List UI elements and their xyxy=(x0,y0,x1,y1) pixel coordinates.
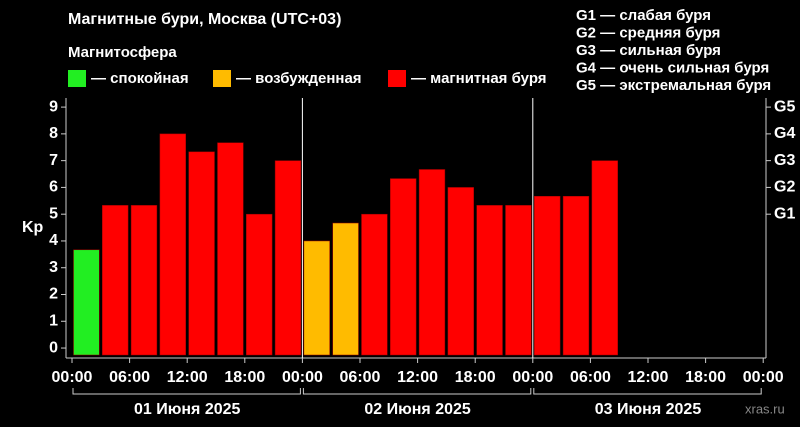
bar xyxy=(332,222,359,356)
bar xyxy=(274,160,302,356)
bar xyxy=(476,205,503,356)
y-tick-label: 1 xyxy=(49,312,58,329)
bar xyxy=(73,249,100,356)
storm-scale-item: G4 — очень сильная буря xyxy=(576,59,769,76)
y-tick-label: 2 xyxy=(49,286,58,303)
bar xyxy=(130,205,158,356)
y-tick-label: 5 xyxy=(49,205,58,222)
x-tick-label: 12:00 xyxy=(167,369,208,386)
y-tick-label: 7 xyxy=(49,152,58,169)
legend-label: — магнитная буря xyxy=(411,70,547,87)
bar xyxy=(505,205,532,356)
legend-label: — спокойная xyxy=(91,70,189,87)
legend-swatch xyxy=(388,70,406,87)
day-bracket xyxy=(302,388,532,395)
y-tick-label: 4 xyxy=(49,232,58,249)
x-tick-label: 00:00 xyxy=(512,369,553,386)
x-tick-label: 12:00 xyxy=(397,369,438,386)
storm-scale-item: G3 — сильная буря xyxy=(576,42,721,59)
day-bracket xyxy=(72,388,301,395)
bar xyxy=(102,205,129,356)
subtitle: Магнитосфера xyxy=(68,44,177,61)
bar xyxy=(246,213,273,356)
x-tick-label: 00:00 xyxy=(52,369,93,386)
bar xyxy=(418,169,446,356)
storm-scale-item: G5 — экстремальная буря xyxy=(576,77,771,94)
bar xyxy=(534,195,561,356)
y2-tick-label: G5 xyxy=(774,98,795,115)
x-tick-label: 18:00 xyxy=(455,369,496,386)
x-tick-label: 18:00 xyxy=(224,369,265,386)
x-tick-label: 06:00 xyxy=(109,369,150,386)
day-bracket xyxy=(533,388,762,395)
legend-swatch xyxy=(213,70,231,87)
legend-swatch xyxy=(68,70,86,87)
x-tick-label: 18:00 xyxy=(685,369,726,386)
x-tick-label: 00:00 xyxy=(743,369,784,386)
bar xyxy=(390,178,417,356)
source: xras.ru xyxy=(745,401,785,416)
bar xyxy=(562,195,590,356)
bar xyxy=(591,160,618,356)
x-tick-label: 12:00 xyxy=(628,369,669,386)
day-label: 01 Июня 2025 xyxy=(134,401,241,418)
bar xyxy=(361,213,388,356)
y-axis-label: Kp xyxy=(22,219,44,236)
storm-scale-item: G1 — слабая буря xyxy=(576,7,711,24)
chart-title: Магнитные бури, Москва (UTC+03) xyxy=(68,11,341,28)
y-tick-label: 6 xyxy=(49,179,58,196)
bar xyxy=(217,142,244,356)
y-tick-label: 8 xyxy=(49,125,58,142)
y-tick-label: 3 xyxy=(49,259,58,276)
legend-label: — возбужденная xyxy=(236,70,362,87)
y2-tick-label: G1 xyxy=(774,205,795,222)
bar xyxy=(447,187,474,356)
y2-tick-label: G3 xyxy=(774,152,795,169)
day-label: 02 Июня 2025 xyxy=(364,401,471,418)
y2-tick-label: G4 xyxy=(774,125,795,142)
bar xyxy=(303,240,330,356)
x-tick-label: 06:00 xyxy=(340,369,381,386)
y-tick-label: 0 xyxy=(49,339,58,356)
y2-tick-label: G2 xyxy=(774,179,795,196)
day-label: 03 Июня 2025 xyxy=(595,401,702,418)
bar xyxy=(188,151,215,356)
x-tick-label: 06:00 xyxy=(570,369,611,386)
y-tick-label: 9 xyxy=(49,98,58,115)
bar xyxy=(159,133,186,356)
x-tick-label: 00:00 xyxy=(282,369,323,386)
storm-scale-item: G2 — средняя буря xyxy=(576,24,720,41)
